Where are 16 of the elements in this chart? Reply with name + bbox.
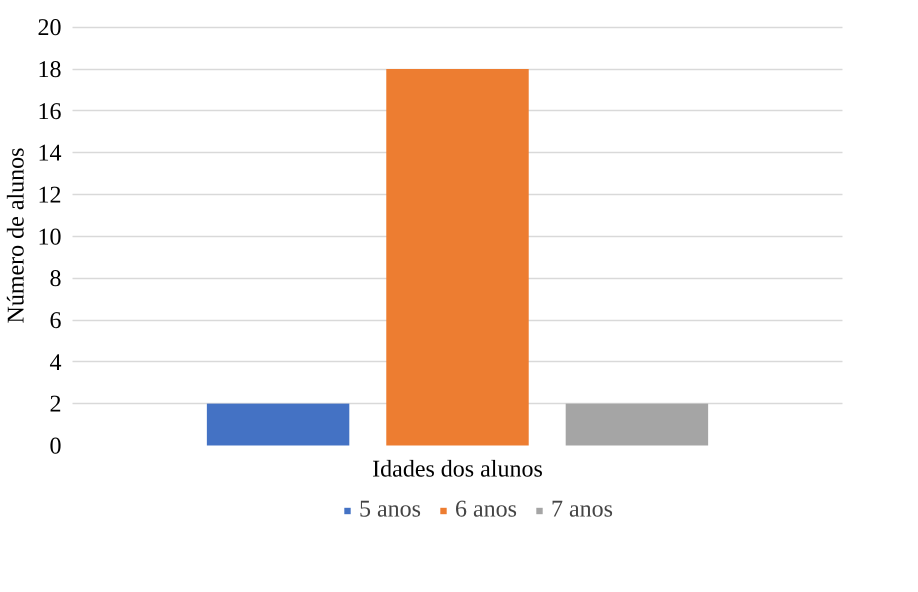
y-tick-label: 2 bbox=[50, 392, 62, 418]
x-axis-title: Idades dos alunos bbox=[372, 456, 543, 482]
y-tick-label: 8 bbox=[50, 266, 62, 292]
legend-label: 6 anos bbox=[455, 496, 517, 524]
y-axis-title: Número de alunos bbox=[4, 148, 30, 324]
y-tick-label: 20 bbox=[38, 15, 62, 42]
y-tick-label: 10 bbox=[38, 224, 62, 250]
y-tick-label: 16 bbox=[38, 98, 62, 125]
y-tick-label: 4 bbox=[50, 350, 62, 376]
legend-label: 7 anos bbox=[551, 496, 613, 524]
y-tick-label: 0 bbox=[50, 434, 62, 460]
y-tick-label: 14 bbox=[38, 140, 62, 167]
y-tick-label: 18 bbox=[38, 57, 62, 84]
y-tick-label: 6 bbox=[50, 308, 62, 334]
y-tick-label: 12 bbox=[38, 182, 62, 209]
legend-label: 5 anos bbox=[359, 496, 421, 524]
